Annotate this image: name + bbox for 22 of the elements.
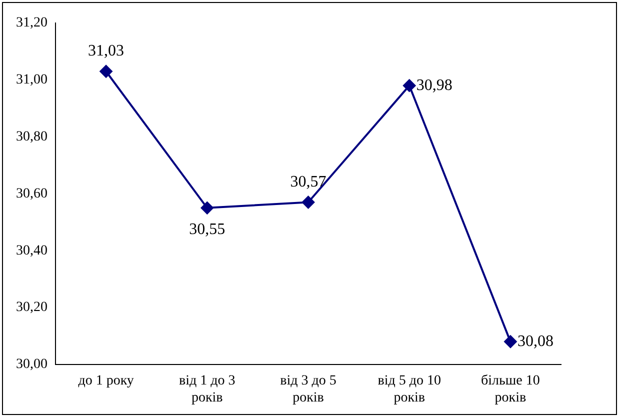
- y-tick-label: 30,00: [16, 357, 48, 372]
- y-tick-label: 30,20: [16, 300, 48, 316]
- x-tick-label: до 1 року: [78, 373, 134, 388]
- x-tick-label: від 1 до 3 років: [179, 373, 236, 406]
- point: [302, 196, 315, 209]
- y-tick-label: 31,00: [16, 72, 48, 88]
- data-label: 31,03: [88, 42, 124, 60]
- y-tick-label: 30,60: [16, 186, 48, 202]
- x-tick-label: від 5 до 10 років: [378, 373, 441, 406]
- data-label: 30,98: [416, 76, 452, 94]
- point: [200, 201, 214, 214]
- y-tick-label: 30,80: [16, 129, 48, 144]
- data-label: 30,08: [517, 332, 554, 350]
- point: [100, 64, 113, 78]
- point: [402, 79, 416, 92]
- x-tick-label: більше 10 років: [481, 373, 540, 406]
- data-label: 30,55: [189, 221, 226, 238]
- y-tick-label: 31,20: [16, 16, 48, 31]
- y-tick-label: 30,40: [16, 243, 48, 258]
- data-label: 30,57: [290, 173, 326, 190]
- point: [504, 335, 517, 348]
- x-tick-label: від 3 до 5 років: [280, 373, 336, 406]
